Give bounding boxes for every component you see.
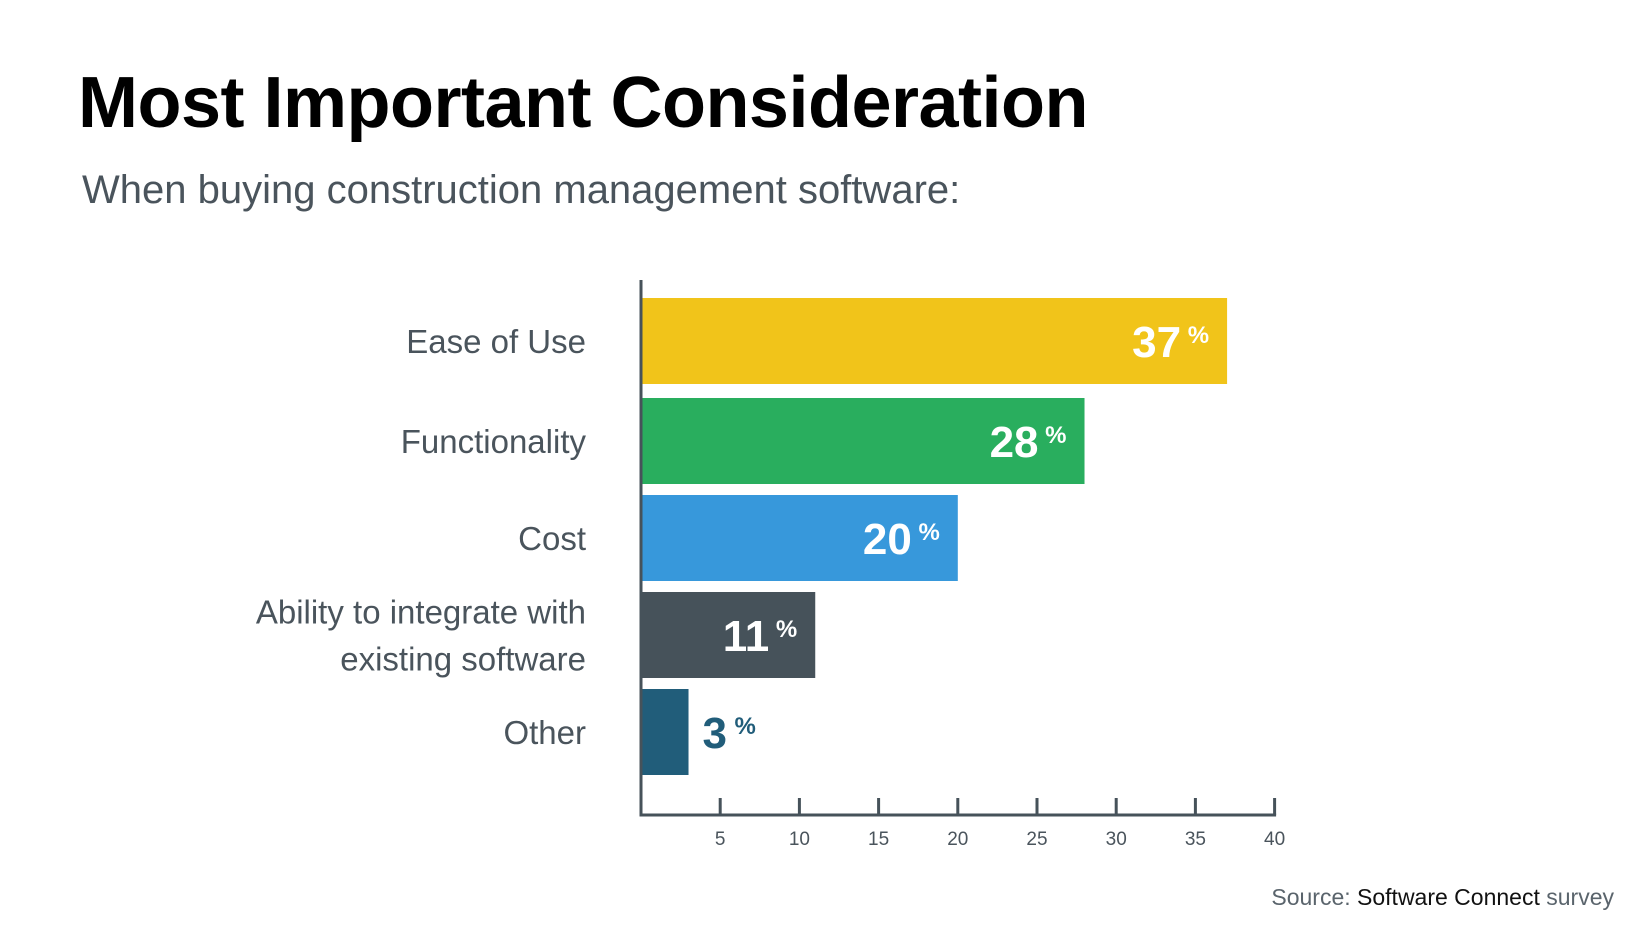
bar [641, 298, 1228, 384]
category-label: existing software [340, 641, 586, 678]
x-tick-label: 5 [715, 829, 726, 850]
category-label: Cost [518, 520, 586, 557]
source-note: Source: Software Connect survey [1271, 884, 1614, 911]
value-suffix: % [1188, 322, 1209, 349]
x-tick-label: 25 [1026, 829, 1047, 850]
x-tick-label: 40 [1264, 829, 1285, 850]
category-label: Ability to integrate with [256, 594, 586, 631]
category-label: Other [503, 714, 586, 751]
x-tick-label: 15 [868, 829, 889, 850]
value-suffix: % [776, 616, 797, 643]
value-label: 3 [703, 709, 727, 758]
x-tick-label: 10 [789, 829, 810, 850]
category-label: Ease of Use [406, 323, 586, 360]
x-tick-label: 35 [1185, 829, 1206, 850]
x-tick-label: 20 [947, 829, 968, 850]
value-label: 37 [1132, 318, 1181, 367]
source-name: Software Connect [1357, 884, 1540, 910]
value-suffix: % [735, 713, 756, 740]
value-suffix: % [1045, 422, 1066, 449]
bar [641, 592, 816, 678]
bar [641, 495, 958, 581]
value-label: 11 [723, 612, 770, 661]
value-suffix: % [918, 519, 939, 546]
chart-subtitle: When buying construction management soft… [82, 168, 961, 212]
value-label: 28 [990, 418, 1039, 467]
source-suffix: survey [1546, 884, 1614, 910]
x-tick-label: 30 [1106, 829, 1127, 850]
category-label: Functionality [401, 423, 587, 460]
source-prefix: Source: [1271, 884, 1351, 910]
bar [641, 689, 689, 775]
chart-title: Most Important Consideration [78, 63, 1089, 143]
bar [641, 398, 1085, 484]
value-label: 20 [863, 515, 912, 564]
